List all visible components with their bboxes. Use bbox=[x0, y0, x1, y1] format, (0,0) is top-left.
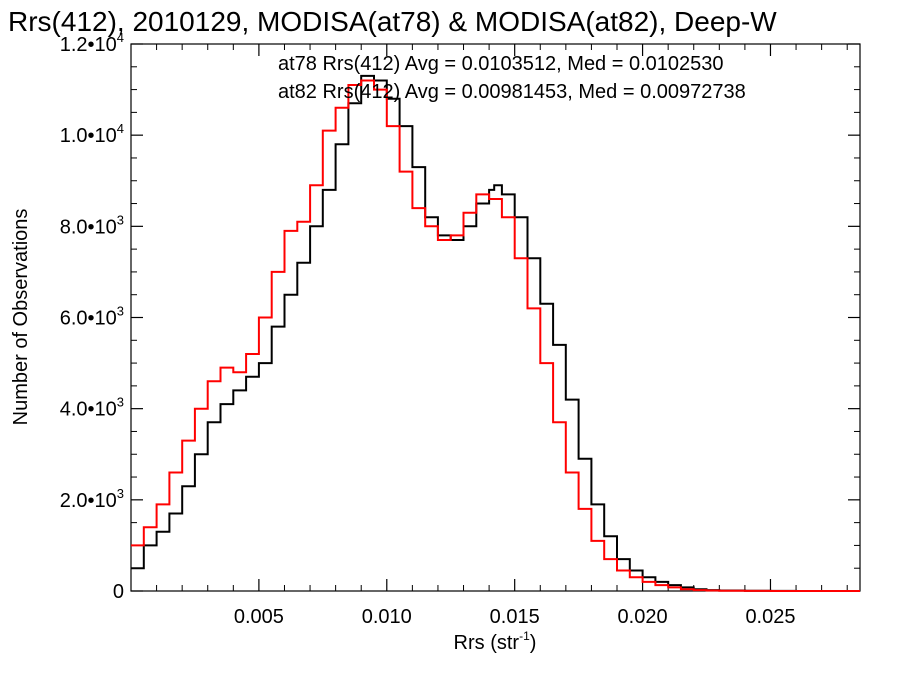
x-axis: 0.005 0.010 0.015 0.020 0.025 bbox=[156, 44, 848, 628]
y-tick-label: 2.0•103 bbox=[60, 486, 124, 512]
series-line-at78 bbox=[131, 74, 860, 592]
annotation-at82: at82 Rrs(412) Avg = 0.00981453, Med = 0.… bbox=[278, 81, 746, 103]
y-tick-label: 1.0•104 bbox=[60, 121, 124, 147]
series-line-at82 bbox=[131, 79, 860, 592]
x-axis-label: Rrs (str-1) bbox=[454, 629, 537, 654]
plot-frame bbox=[130, 43, 861, 592]
x-tick-label: 0.015 bbox=[490, 606, 540, 628]
x-tick-label: 0.005 bbox=[234, 606, 284, 628]
x-tick-label: 0.025 bbox=[745, 606, 795, 628]
y-tick-label: 8.0•103 bbox=[60, 212, 124, 238]
y-tick-label: 1.2•104 bbox=[60, 30, 124, 56]
y-axis: 0 2.0•103 4.0•103 6.0•103 8.0•103 1.0•104 1.2•… bbox=[60, 30, 860, 603]
annotation-at78: at78 Rrs(412) Avg = 0.0103512, Med = 0.0… bbox=[278, 53, 724, 75]
y-axis-label: Number of Observations bbox=[10, 209, 32, 426]
series-group bbox=[131, 74, 860, 592]
y-tick-label: 0 bbox=[113, 581, 124, 603]
x-tick-label: 0.020 bbox=[618, 606, 668, 628]
y-tick-label: 4.0•103 bbox=[60, 395, 124, 421]
x-tick-label: 0.010 bbox=[362, 606, 412, 628]
chart-title: Rrs(412), 2010129, MODISA(at78) & MODISA… bbox=[8, 6, 777, 37]
y-tick-label: 6.0•103 bbox=[60, 304, 124, 330]
